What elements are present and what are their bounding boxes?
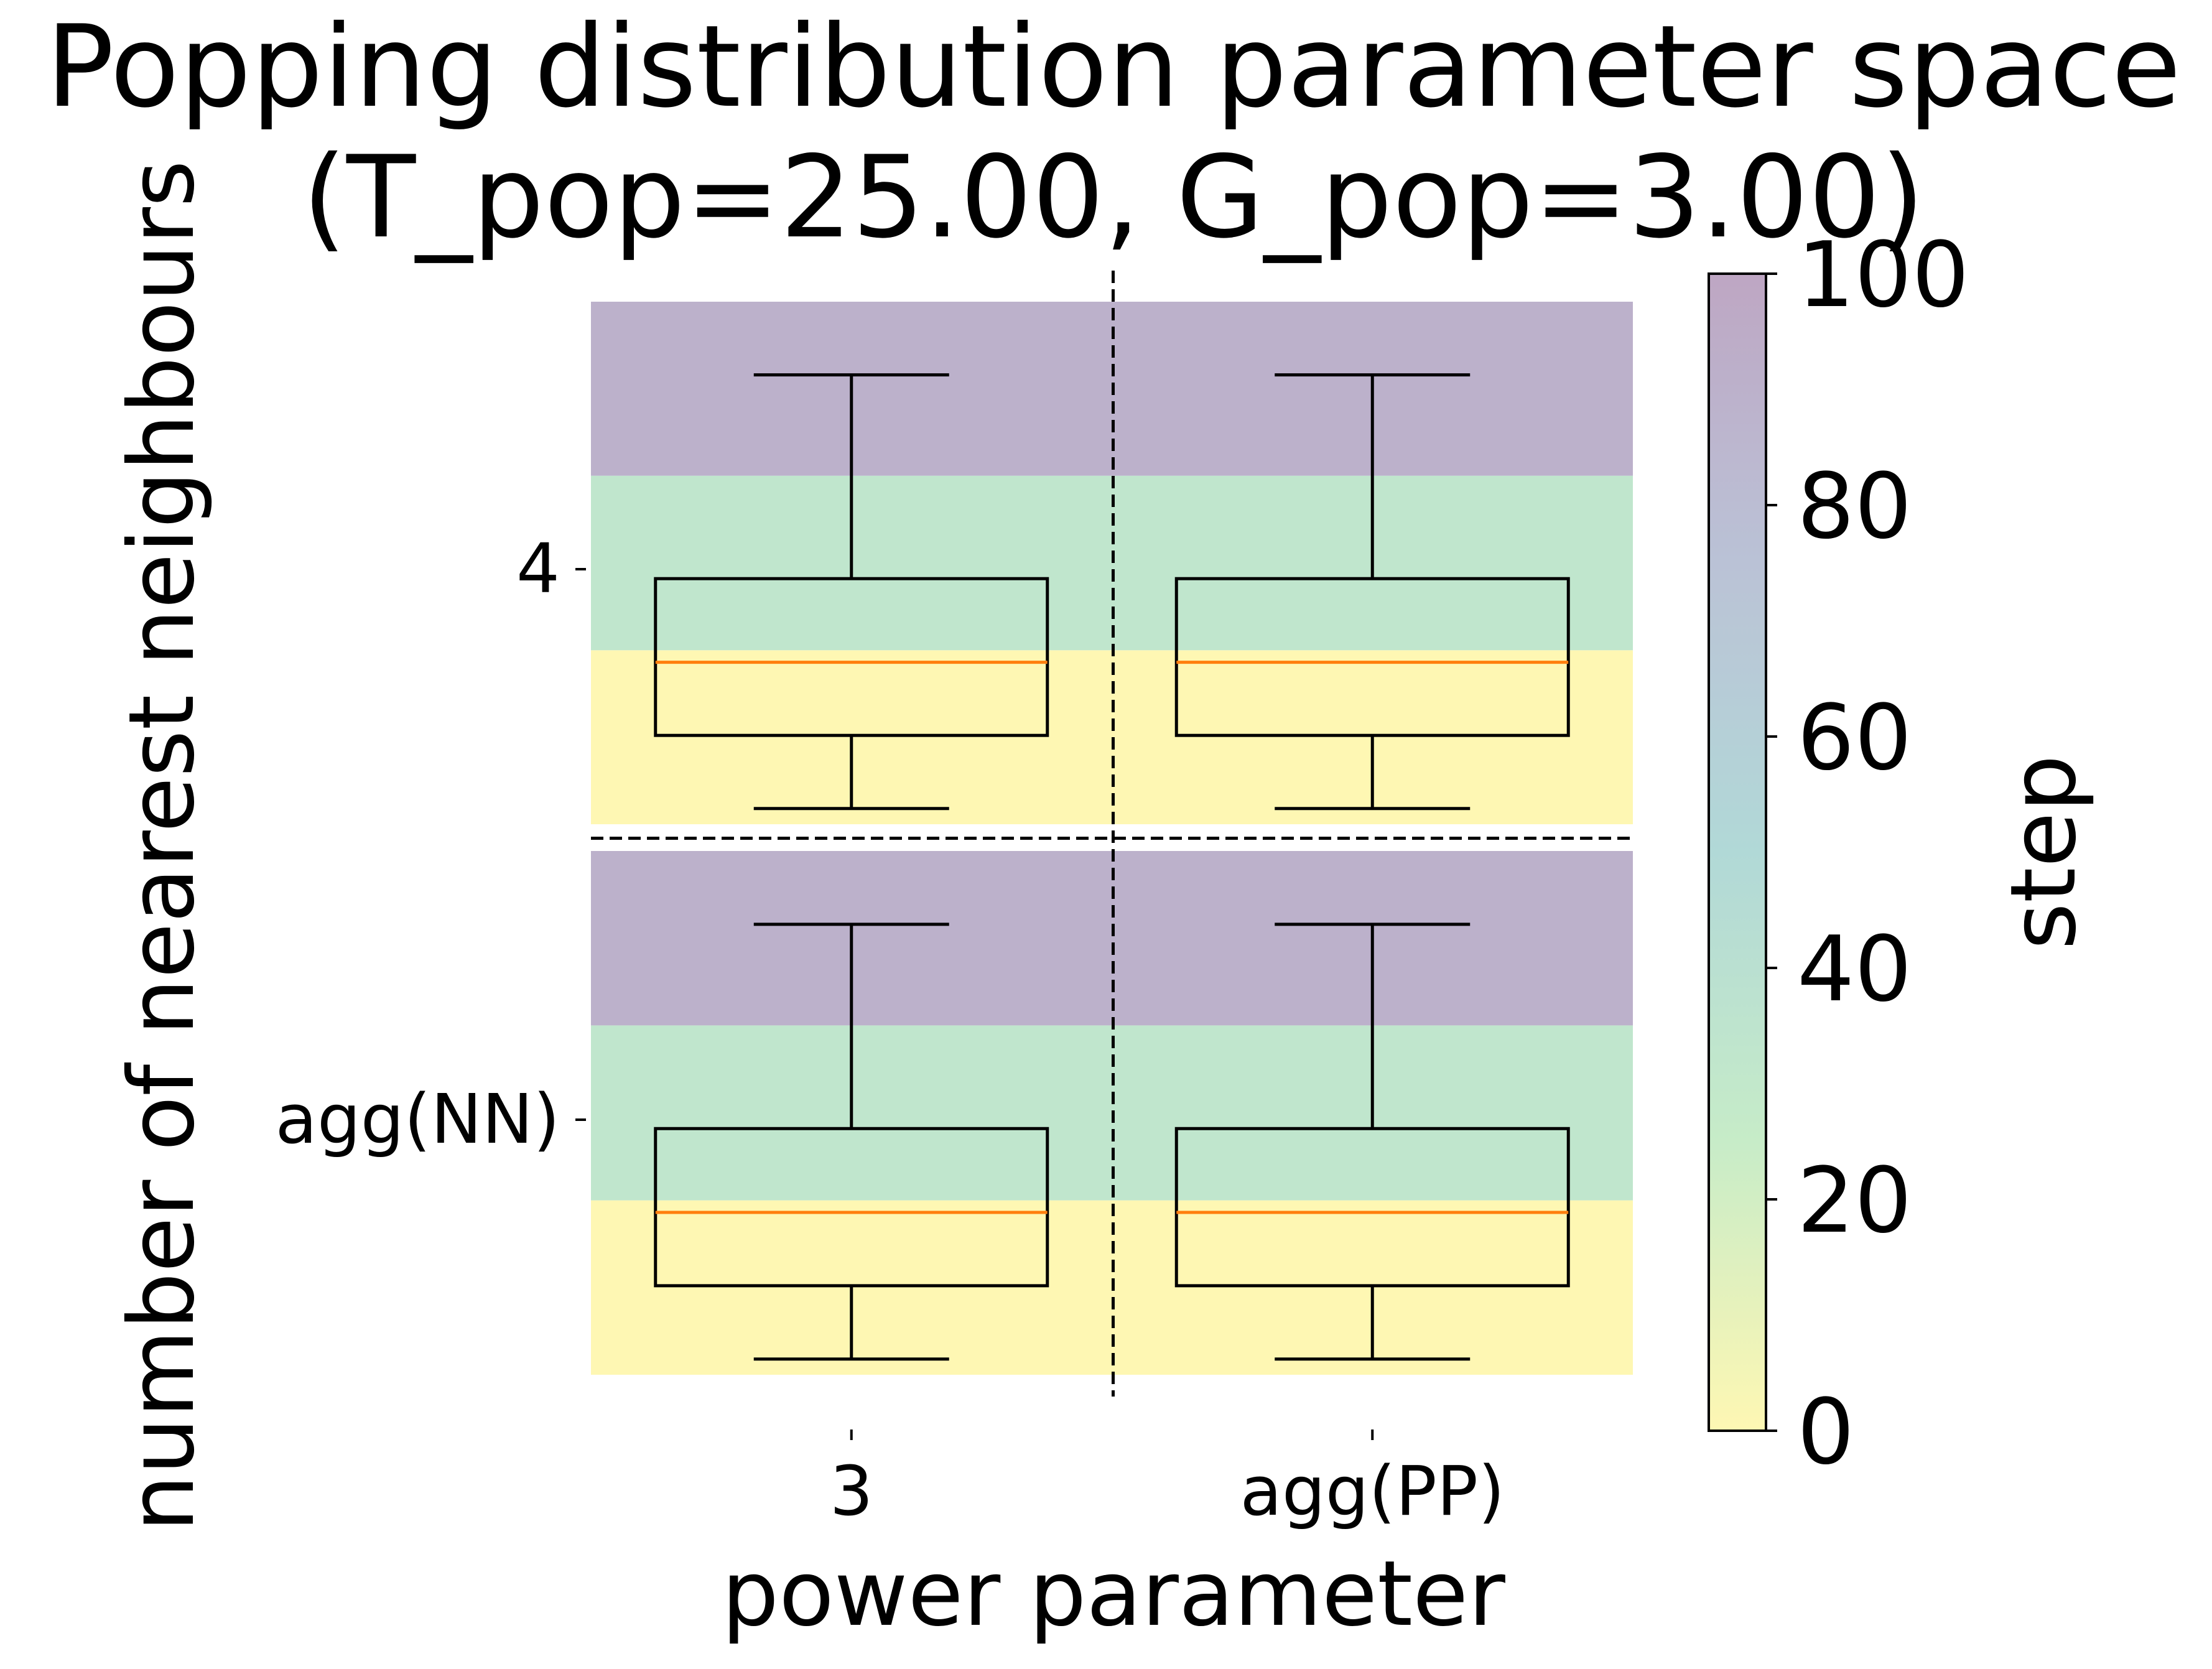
title-line-1: Popping distribution parameter space [46, 1, 2182, 132]
x-tick-label-agg-pp: agg(PP) [1240, 1451, 1505, 1531]
colorbar: 0 20 40 60 80 100 step [1708, 223, 2096, 1485]
grid-dividers [591, 271, 1633, 1397]
colorbar-tick-label-100: 100 [1797, 223, 1969, 328]
box [1174, 1127, 1570, 1288]
colorbar-tick-label-60: 60 [1797, 686, 1912, 791]
boxplot-agg-nn-3 [654, 923, 1049, 1361]
box [1174, 577, 1570, 737]
boxplot-4-agg-pp [1174, 373, 1570, 811]
boxplots [654, 373, 1570, 1361]
colorbar-gradient [1708, 272, 1767, 1432]
y-tick-label-4: 4 [516, 529, 560, 608]
y-tick-label-agg-nn: agg(NN) [276, 1079, 560, 1159]
colorbar-tick-label-80: 80 [1797, 454, 1912, 559]
x-axis-label: power parameter [722, 1541, 1505, 1647]
boxplot-4-3 [654, 373, 1049, 811]
axes: 4 agg(NN) 3 agg(PP) power parameter number of… [109, 160, 1505, 1647]
colorbar-tick-label-0: 0 [1797, 1380, 1854, 1485]
x-tick-label-3: 3 [830, 1451, 873, 1531]
colorbar-tick-label-40: 40 [1797, 917, 1912, 1022]
colorbar-tick-label-20: 20 [1797, 1148, 1912, 1253]
colorbar-label: step [1991, 755, 2096, 950]
boxplot-agg-nn-agg-pp [1174, 923, 1570, 1361]
chart-title: Popping distribution parameter space(T_p… [46, 1, 2182, 263]
box [654, 1127, 1049, 1288]
title-line-2: (T_pop=25.00, G_pop=3.00) [302, 131, 1925, 263]
y-axis-label: number of nearest neighbours [109, 160, 215, 1532]
box [654, 577, 1049, 737]
